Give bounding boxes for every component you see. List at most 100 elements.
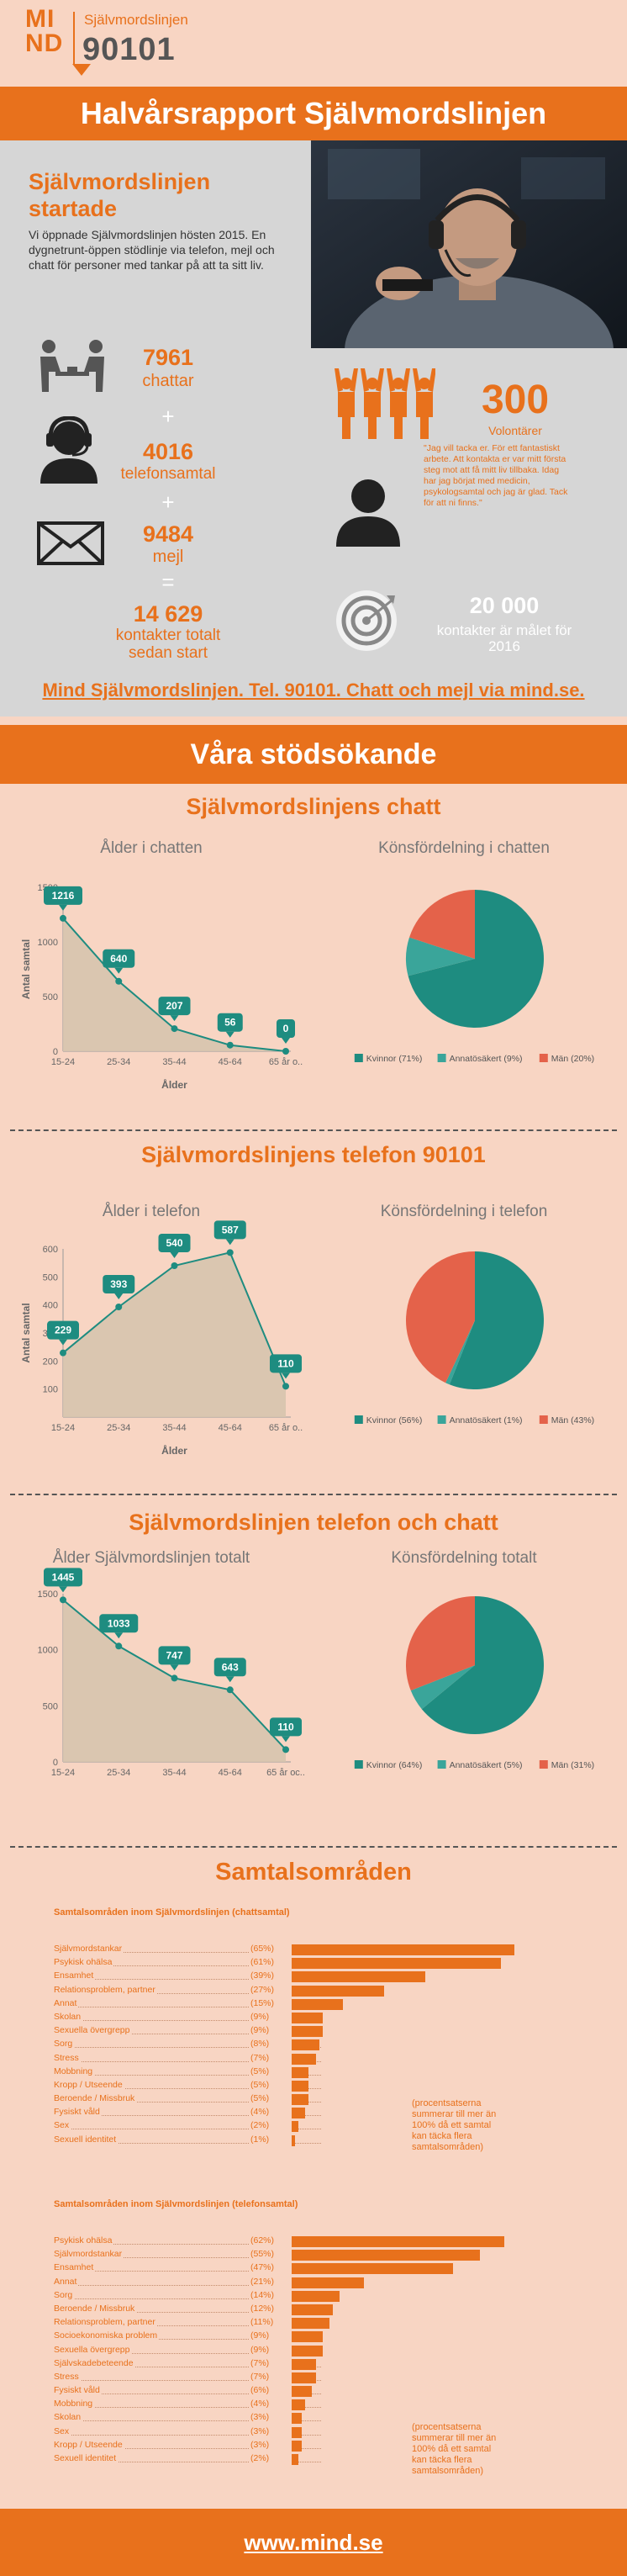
- leader-dots: [55, 1979, 321, 1981]
- area-bar: [292, 1971, 425, 1983]
- x-tick-label: 65 år o..: [269, 1423, 303, 1433]
- area-row: Psykisk ohälsa (61%): [54, 1956, 533, 1970]
- leader-dots: [55, 2447, 321, 2449]
- area-percent: (65%): [249, 1944, 291, 1954]
- area-percent: (7%): [249, 2052, 291, 2063]
- mail-envelope-icon: [37, 521, 104, 565]
- area-bar: [292, 2413, 303, 2425]
- chat-section-heading: Självmordslinjens chatt: [186, 794, 441, 819]
- data-point: [282, 1048, 289, 1055]
- section-title: Våra stödsökande: [0, 725, 627, 784]
- area-row: Psykisk ohälsa (62%): [54, 2235, 533, 2248]
- area-percent: (15%): [249, 1997, 291, 2008]
- area-bar: [292, 2026, 323, 2038]
- intro-text: Vi öppnade Självmordslinjen hösten 2015.…: [29, 228, 275, 272]
- area-bar: [292, 2121, 299, 2133]
- area-percent: (1%): [249, 2134, 291, 2145]
- x-tick-label: 45-64: [219, 1057, 242, 1067]
- area-bar: [292, 2236, 504, 2247]
- report-title: Halvårsrapport Självmordslinjen: [0, 87, 627, 140]
- area-row: Sexuell identitet (2%): [54, 2452, 533, 2466]
- pie-slice: [409, 890, 475, 959]
- area-percent: (9%): [249, 2330, 291, 2341]
- data-label-bubble: [47, 1320, 79, 1340]
- legend-label: Män (43%): [551, 1415, 594, 1426]
- data-label-bubble: [44, 886, 82, 905]
- logo-speech-tail: [72, 64, 91, 76]
- area-bar: [292, 2331, 323, 2343]
- area-percent: (2%): [249, 2453, 291, 2463]
- data-label-bubble: [158, 997, 191, 1016]
- area-row: Stress (7%): [54, 2052, 533, 2066]
- area-row: Sexuella övergrepp (9%): [54, 2024, 533, 2038]
- data-label: 229: [55, 1325, 71, 1336]
- area-row: Mobbning (4%): [54, 2398, 533, 2411]
- area-bar: [292, 2440, 303, 2452]
- x-tick-label: 15-24: [51, 1423, 75, 1433]
- area-bar: [292, 2080, 309, 2092]
- legend-swatch: [539, 1760, 548, 1769]
- data-label-pointer: [282, 1373, 290, 1379]
- total-gender-pie-chart: Kvinnor (64%) Annatösäkert (5%) Män (31%): [354, 1596, 594, 1770]
- area-bar: [292, 2290, 340, 2302]
- area-percent: (4%): [249, 2107, 291, 2118]
- data-label: 110: [277, 1721, 294, 1732]
- area-row: Relationsproblem, partner (11%): [54, 2316, 533, 2330]
- leader-dots: [55, 2284, 321, 2286]
- mails-number: 9484: [142, 521, 194, 547]
- leader-dots: [55, 2102, 321, 2103]
- pie-slice: [406, 1596, 475, 1691]
- area-percent: (8%): [249, 2039, 291, 2050]
- area-name: Fysiskt våld: [54, 2107, 102, 2118]
- area-bar: [292, 2039, 319, 2051]
- data-point: [115, 977, 123, 985]
- area-bar: [292, 2053, 316, 2065]
- data-label-pointer: [282, 1038, 290, 1044]
- areas-title: Samtalsområden: [215, 1859, 412, 1886]
- chat-gender-chart-title: Könsfördelning i chatten: [378, 839, 550, 857]
- area-bar: [292, 1985, 385, 1997]
- data-point: [171, 1674, 178, 1682]
- area-bar: [292, 2277, 364, 2288]
- footer-url-link[interactable]: www.mind.se: [0, 2509, 627, 2576]
- legend-label: Kvinnor (64%): [366, 1760, 423, 1770]
- data-point: [60, 1596, 66, 1604]
- x-tick-label: 65 år oc..: [266, 1768, 305, 1778]
- data-point: [60, 914, 66, 922]
- area-row: Ensamhet (47%): [54, 2261, 533, 2275]
- data-label: 0: [283, 1023, 289, 1034]
- area-name: Självskadebeteende: [54, 2357, 135, 2368]
- data-label: 207: [166, 1000, 182, 1012]
- area-row: Sex (3%): [54, 2425, 533, 2439]
- data-label-pointer: [114, 1632, 124, 1639]
- area-percent: (14%): [249, 2289, 291, 2300]
- area-bar: [292, 2345, 323, 2356]
- area-percent: (4%): [249, 2399, 291, 2409]
- area-name: Sorg: [54, 2289, 75, 2300]
- leader-dots: [55, 2352, 321, 2354]
- area-name: Sexuella övergrepp: [54, 2025, 132, 2036]
- data-label-pointer: [114, 1293, 124, 1299]
- contact-info-link[interactable]: Mind Självmordslinjen. Tel. 90101. Chatt…: [42, 680, 585, 701]
- area-percent: (3%): [249, 2425, 291, 2436]
- area-percent: (12%): [249, 2303, 291, 2314]
- area-percent: (47%): [249, 2262, 291, 2273]
- y-axis-label: Antal samtal: [20, 939, 32, 999]
- area-name: Psykisk ohälsa: [54, 1957, 114, 1968]
- data-label-pointer: [225, 1676, 234, 1683]
- mind-logo[interactable]: MI ND Självmordslinjen 90101: [25, 7, 188, 76]
- area-name: Annat: [54, 2276, 79, 2287]
- leader-dots: [55, 2420, 321, 2422]
- data-label: 1445: [52, 1571, 75, 1583]
- area-row: Ensamhet (39%): [54, 1970, 533, 1983]
- total-age-chart-title: Ålder Självmordslinjen totalt: [52, 1549, 250, 1567]
- area-percent: (6%): [249, 2385, 291, 2396]
- area-row: Annat (21%): [54, 2276, 533, 2289]
- x-axis-label: Ålder: [161, 1444, 187, 1457]
- plus-sign-1: +: [161, 404, 175, 429]
- chats-label: chattar: [142, 372, 194, 390]
- x-axis-label: Ålder: [161, 1078, 187, 1091]
- area-percent: (5%): [249, 2066, 291, 2076]
- area-bar: [292, 1944, 514, 1955]
